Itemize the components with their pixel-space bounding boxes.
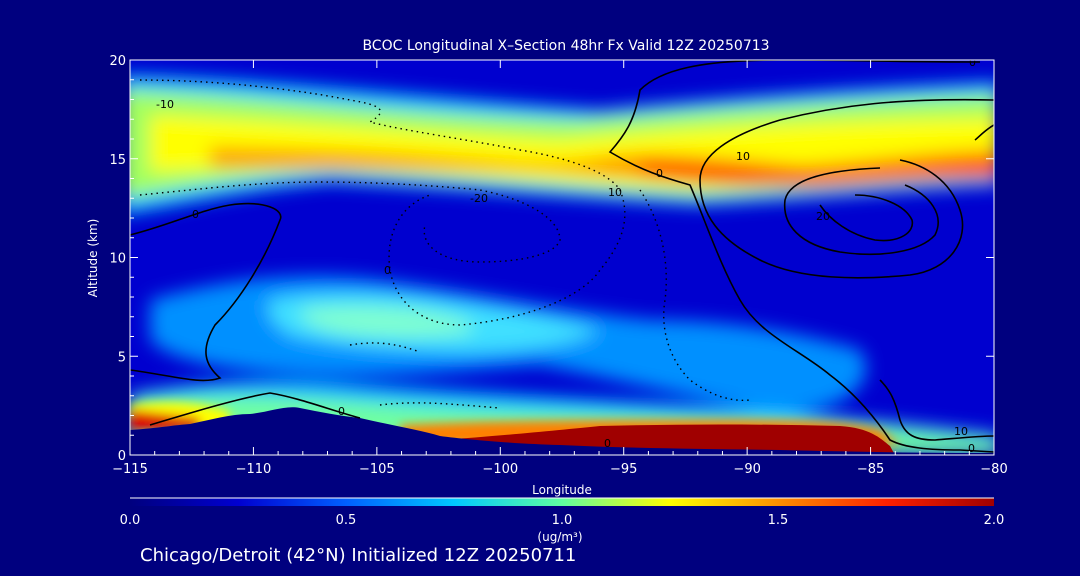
y-tick-label: 15 [109,153,126,168]
x-tick-label: −95 [610,462,637,477]
contour-labels: 0 -10 -20 10 0 10 20 0 0 0 0 10 0 [156,56,976,455]
y-tick-label: 10 [109,252,126,267]
chart-subtitle: Chicago/Detroit (42°N) Initialized 12Z 2… [140,545,576,566]
contour-label: -10 [156,98,174,111]
upper-layer-red [640,160,994,186]
contour-label: 0 [338,405,345,418]
colorbar-tick-label: 0.0 [120,513,141,528]
x-tick-label: −115 [112,462,148,477]
x-tick-label: −105 [359,462,395,477]
x-tick-label: −90 [733,462,760,477]
contour-label: 10 [736,150,750,163]
colorbar-tick-label: 1.5 [768,513,789,528]
y-axis: 0 5 10 15 20 [109,54,994,464]
contour-label: 10 [608,186,622,199]
contour-label: 10 [954,425,968,438]
terrain [130,407,994,455]
colorbar-tick-label: 1.0 [552,513,573,528]
x-axis: −115 −110 −105 −100 −95 −90 −85 −80 [112,60,1008,477]
contour-label: 0 [968,442,975,455]
y-tick-label: 5 [118,350,126,365]
colorbar-unit-label: (ug/m³) [537,530,582,544]
mid-layer-peak [300,306,473,337]
y-tick-label: 20 [109,54,126,69]
colorbar-ticks: 0.0 0.5 1.0 1.5 2.0 [120,497,1005,528]
chart-title: BCOC Longitudinal X–Section 48hr Fx Vali… [362,38,769,54]
x-tick-label: −80 [980,462,1007,477]
x-tick-label: −100 [482,462,518,477]
colorbar-tick-label: 0.5 [336,513,357,528]
contour-label: 0 [192,208,199,221]
x-tick-label: −110 [236,462,272,477]
colorbar [130,498,994,506]
x-tick-label: −85 [857,462,884,477]
y-tick-label: 0 [118,449,126,464]
colorbar-tick-label: 2.0 [984,513,1005,528]
contour-label: 0 [604,437,611,450]
contour-label: -20 [470,192,488,205]
contour-label: 0 [384,264,391,277]
contour-label: 0 [969,56,976,69]
contour-label: 20 [816,210,830,223]
heatmap-field: 0 -10 -20 10 0 10 20 0 0 0 0 10 0 [130,56,994,455]
x-axis-label: Longitude [532,483,592,497]
y-axis-label: Altitude (km) [86,219,100,298]
contour-label: 0 [656,167,663,180]
